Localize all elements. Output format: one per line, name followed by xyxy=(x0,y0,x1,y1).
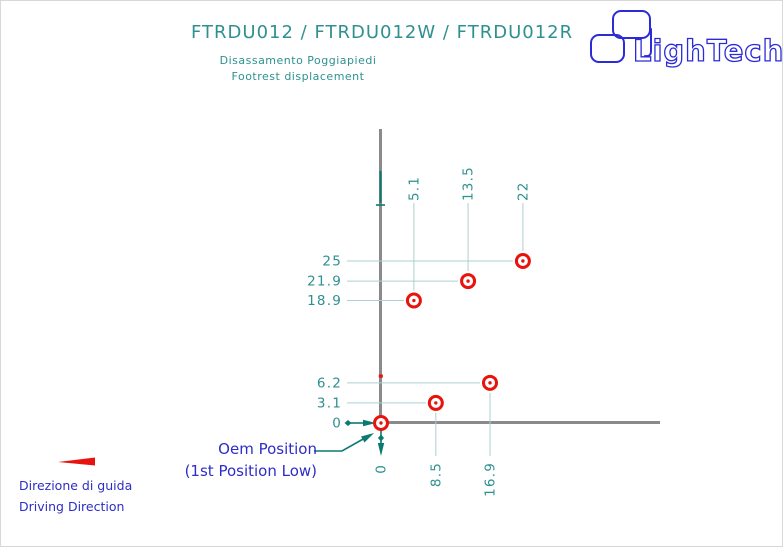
data-point-center-dot xyxy=(412,298,416,303)
oem-position-line1: Oem Position xyxy=(218,440,317,458)
axis-tick-labels: 0 0 3.1 8.5 6.2 16.9 18.9 5.1 21.9 13.5 25 22 xyxy=(307,166,531,497)
driving-direction-note: Direzione di guida Driving Direction xyxy=(19,475,179,517)
x-tick-label-bottom: 16.9 xyxy=(483,462,499,497)
logo-wordmark: LighTech xyxy=(633,34,783,68)
data-point-marker xyxy=(514,253,531,269)
data-point-center-dot xyxy=(379,421,383,425)
origin-vertical-arrow xyxy=(377,427,385,456)
oem-leader-arrow xyxy=(314,433,374,452)
logo-monogram-upper-loop xyxy=(612,10,651,39)
subtitle-english: Footrest displacement xyxy=(231,70,365,83)
data-point-center-dot xyxy=(434,401,438,405)
origin-point-marker xyxy=(373,415,389,431)
data-point-center-dot xyxy=(521,259,525,263)
logo-monogram-icon xyxy=(590,10,652,63)
x-tick-label-top: 13.5 xyxy=(461,166,477,201)
data-point-marker xyxy=(405,292,422,309)
data-point-center-dot xyxy=(488,381,492,385)
driving-direction-english: Driving Direction xyxy=(19,499,125,514)
y-tick-label: 25 xyxy=(322,254,342,270)
leader-lines xyxy=(347,203,524,456)
page-title: FTRDU012 / FTRDU012W / FTRDU012R xyxy=(191,22,574,43)
x-tick-label-bottom: 0 xyxy=(374,464,390,474)
data-point-marker xyxy=(482,374,499,391)
logo-monogram-lower-loop xyxy=(590,34,625,63)
origin-horizontal-arrow xyxy=(344,419,376,427)
driving-direction-arrow-icon xyxy=(58,457,95,466)
y-tick-label: 3.1 xyxy=(317,395,342,411)
x-tick-label-top: 5.1 xyxy=(406,176,422,201)
oem-position-line2: (1st Position Low) xyxy=(184,462,317,480)
oem-position-note: Oem Position (1st Position Low) xyxy=(151,438,317,482)
subtitle-italian: Disassamento Poggiapiedi xyxy=(219,54,377,67)
x-tick-label-bottom: 8.5 xyxy=(428,462,444,487)
data-point-marker xyxy=(427,394,444,411)
logo-monogram-stem xyxy=(644,28,652,58)
y-tick-label: 18.9 xyxy=(307,293,342,309)
red-axis-tick xyxy=(378,374,383,378)
driving-direction-italian: Direzione di guida xyxy=(19,478,133,493)
y-tick-label: 0 xyxy=(332,416,342,432)
page-subtitle: Disassamento Poggiapiedi Footrest displa… xyxy=(178,53,418,85)
data-point-marker xyxy=(460,273,477,290)
data-point-center-dot xyxy=(466,279,470,283)
data-point-markers xyxy=(373,253,531,431)
y-tick-label: 21.9 xyxy=(307,274,342,290)
y-tick-label: 6.2 xyxy=(317,375,342,391)
x-tick-label-top: 22 xyxy=(515,181,531,201)
